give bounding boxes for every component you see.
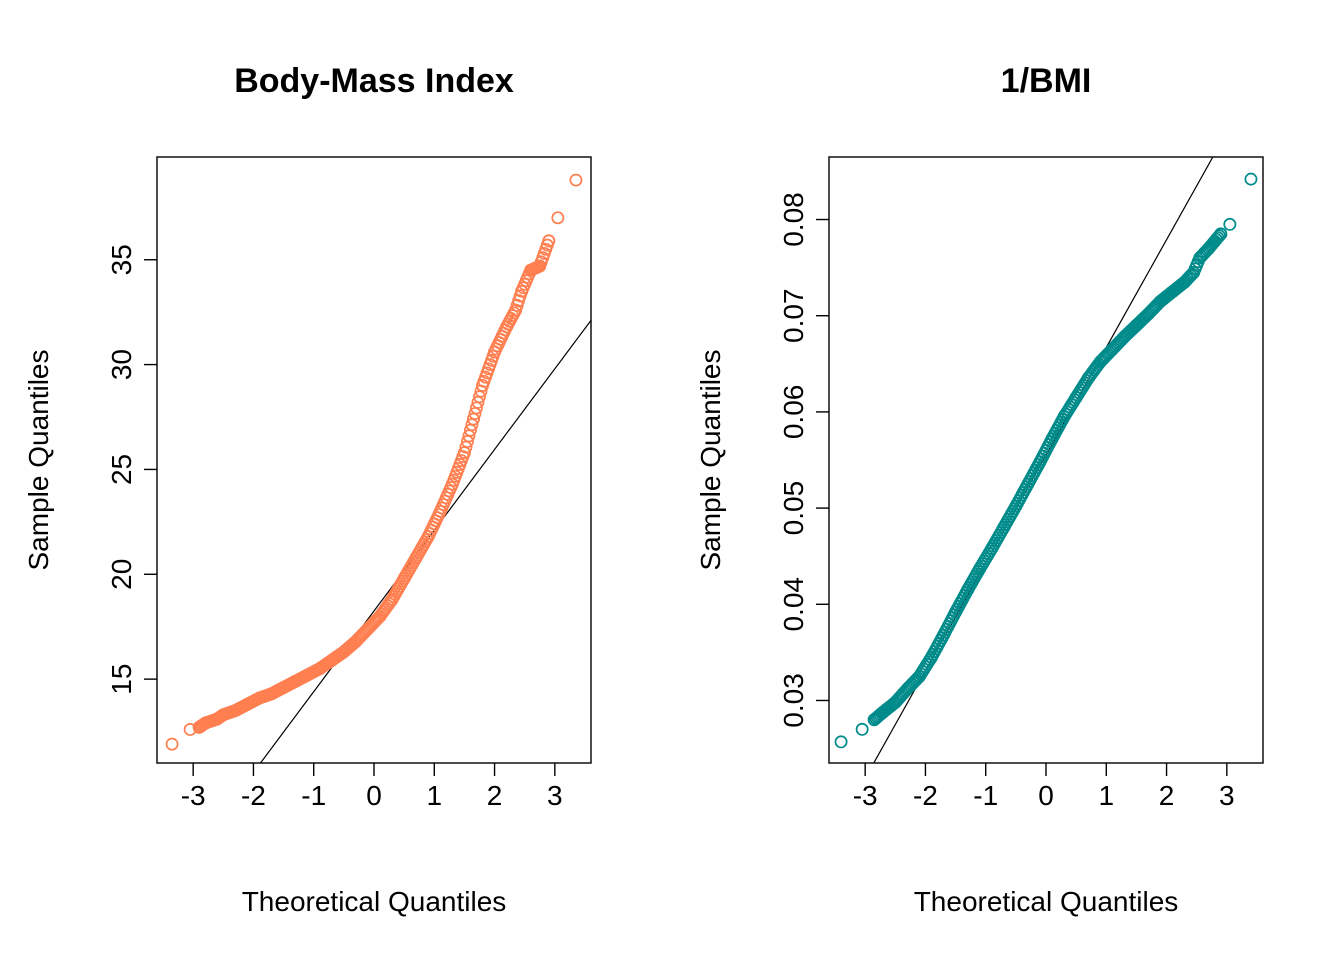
- bmi-x-tick-label: 2: [487, 780, 503, 811]
- bmi-x-tick-label: 3: [547, 780, 563, 811]
- bmi-plot-area: -3 -2 -1 0 1 2 3 15 20 25 30 35: [106, 156, 592, 811]
- inv-bmi-data-point: [1212, 229, 1226, 243]
- inv-bmi-plot-area: -3 -2 -1 0 1 2 3 0.03 0.04 0.05 0.06 0.07 0.08: [778, 156, 1264, 811]
- inv-bmi-data-point: [1223, 217, 1237, 231]
- inv-bmi-y-tick-label: 0.05: [778, 481, 809, 535]
- inv-bmi-data-point: [1244, 172, 1258, 186]
- bmi-y-axis-label: Sample Quantiles: [23, 349, 54, 570]
- inv-bmi-x-tick-label: -1: [973, 780, 998, 811]
- bmi-y-tick-label: 25: [106, 454, 137, 485]
- bmi-data-point: [569, 173, 583, 187]
- inv-bmi-y-tick-label: 0.08: [778, 192, 809, 247]
- inv-bmi-y-tick-label: 0.06: [778, 385, 809, 440]
- bmi-x-tick-label: -2: [241, 780, 266, 811]
- inv-bmi-data-point: [834, 735, 848, 749]
- inv-bmi-data-point: [1211, 231, 1225, 245]
- inv-bmi-qq-panel: 1/BMI Theoretical Quantiles Sample Quant…: [695, 62, 1264, 917]
- inv-bmi-x-tick-label: 2: [1159, 780, 1175, 811]
- inv-bmi-x-tick-label: -3: [853, 780, 878, 811]
- inv-bmi-x-tick-label: 3: [1219, 780, 1235, 811]
- bmi-data-point: [165, 737, 179, 751]
- inv-bmi-y-tick-label: 0.07: [778, 288, 809, 343]
- bmi-reference-line: [259, 319, 591, 763]
- bmi-plot-title: Body-Mass Index: [234, 62, 514, 100]
- inv-bmi-x-tick-label: -2: [913, 780, 938, 811]
- bmi-x-axis-label: Theoretical Quantiles: [242, 886, 507, 917]
- inv-bmi-y-tick-label: 0.03: [778, 673, 809, 728]
- bmi-qq-panel: Body-Mass Index Theoretical Quantiles Sa…: [23, 62, 592, 917]
- inv-bmi-data-point: [911, 671, 925, 685]
- inv-bmi-plot-title: 1/BMI: [1001, 62, 1092, 100]
- inv-bmi-data-point: [1214, 227, 1228, 241]
- inv-bmi-x-axis-label: Theoretical Quantiles: [914, 886, 1179, 917]
- bmi-y-tick-label: 20: [106, 559, 137, 590]
- bmi-y-tick-label: 15: [106, 664, 137, 695]
- inv-bmi-x-tick-label: 0: [1038, 780, 1054, 811]
- inv-bmi-data-point: [1184, 269, 1198, 283]
- inv-bmi-data-point: [855, 722, 869, 736]
- inv-bmi-x-tick-label: 1: [1098, 780, 1114, 811]
- bmi-data-point: [551, 211, 565, 225]
- inv-bmi-y-axis-label: Sample Quantiles: [695, 349, 726, 570]
- bmi-y-tick-label: 30: [106, 349, 137, 380]
- bmi-data-point: [542, 234, 556, 248]
- bmi-x-tick-label: 1: [426, 780, 442, 811]
- bmi-plot-frame: [156, 156, 592, 764]
- bmi-x-tick-label: -1: [301, 780, 326, 811]
- bmi-y-tick-label: 35: [106, 244, 137, 275]
- bmi-x-tick-label: 0: [366, 780, 382, 811]
- bmi-x-tick-label: -3: [181, 780, 206, 811]
- inv-bmi-y-tick-label: 0.04: [778, 577, 809, 632]
